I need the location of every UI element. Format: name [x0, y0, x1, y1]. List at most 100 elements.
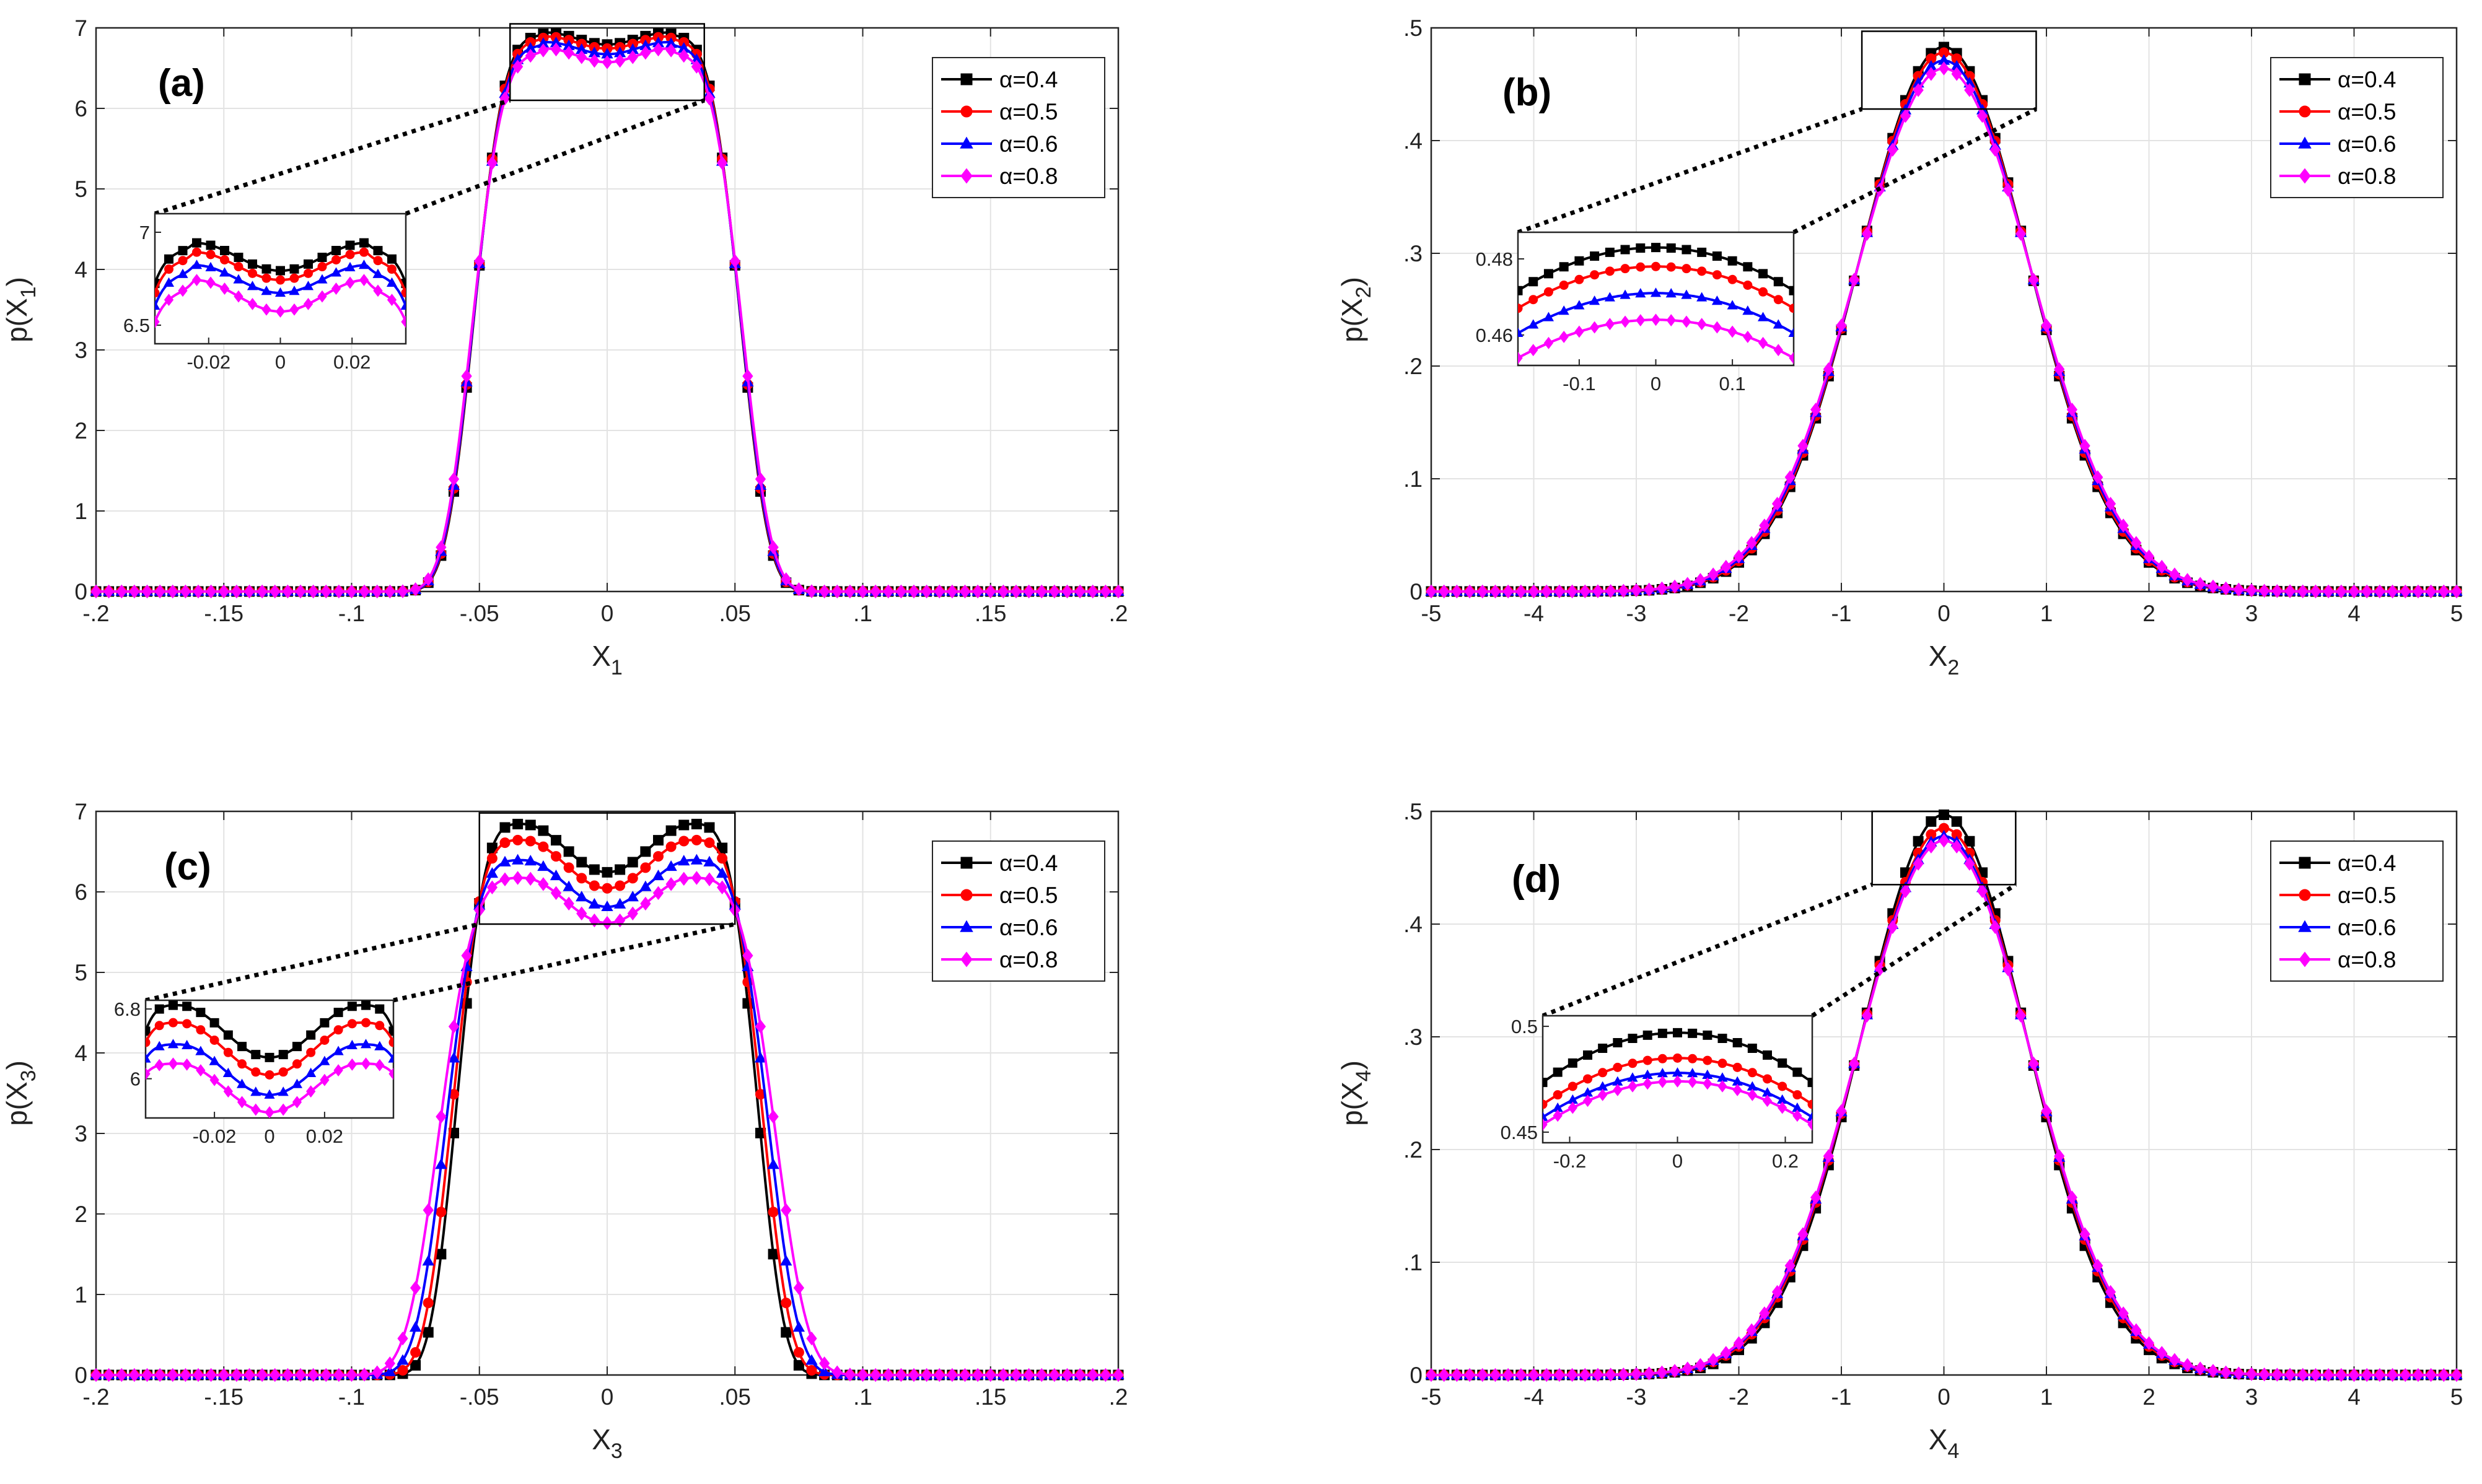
data-point [320, 584, 331, 599]
data-point [678, 48, 690, 63]
inset-data-point [289, 264, 299, 274]
data-point [1618, 583, 1629, 598]
inset-data-point [345, 250, 355, 260]
series-markers-α=0.8 [1426, 834, 2462, 1382]
inset-data-point [359, 274, 369, 287]
inset-data-point [388, 1037, 393, 1047]
y-axis-label-close: ) [1336, 277, 1368, 286]
data-point [307, 584, 319, 599]
inset-data-point [1743, 262, 1753, 272]
legend-label: α=0.6 [2338, 131, 2396, 157]
x-tick-label: -5 [1421, 601, 1442, 626]
inset-data-point [375, 1021, 385, 1031]
inset-data-point [1807, 1118, 1812, 1131]
inset-data-point [333, 1064, 343, 1077]
inset-data-point [374, 1041, 385, 1050]
data-point [1426, 584, 1437, 599]
inset-x-tick-label: -0.02 [186, 351, 230, 373]
data-point [1682, 1361, 1693, 1376]
data-point [691, 871, 703, 885]
data-point [307, 1368, 319, 1382]
series-group [90, 28, 1125, 599]
inset-data-point [1605, 318, 1615, 331]
data-point [1605, 584, 1616, 598]
inset-data-point [223, 1047, 233, 1057]
inset-data-point [1727, 256, 1737, 266]
data-point [2400, 584, 2411, 599]
data-point [704, 872, 715, 886]
data-point [1049, 584, 1060, 599]
data-point [1541, 1368, 1552, 1382]
legend-label: α=0.4 [2338, 67, 2396, 92]
data-point [2028, 1057, 2039, 1071]
data-point [805, 1354, 818, 1365]
inset-data-point [154, 1041, 165, 1050]
data-point [1113, 1368, 1124, 1382]
data-point [665, 43, 677, 58]
inset-data-point [1773, 344, 1783, 357]
inset-data-point [317, 274, 328, 284]
inset-series-group [155, 238, 406, 328]
y-tick-label: .3 [1403, 1024, 1423, 1050]
x-axis-label-main: X [1929, 640, 1948, 672]
data-point [2143, 549, 2155, 564]
inset-data-point [347, 1002, 357, 1011]
legend-entry: α=0.4 [941, 850, 1058, 876]
data-point [806, 1364, 817, 1376]
inset-data-point [302, 281, 314, 290]
data-point [1861, 1008, 1873, 1023]
data-point [1113, 584, 1124, 599]
inset-data-point [1672, 1075, 1683, 1088]
data-point [1451, 584, 1463, 599]
data-point [141, 1368, 153, 1382]
inset-data-point [1543, 1099, 1548, 1109]
inset-data-point [1651, 313, 1661, 326]
data-point [2105, 1285, 2116, 1299]
data-point [934, 584, 945, 599]
zoom-connector [1517, 107, 1863, 235]
inset-data-point [373, 256, 383, 266]
inset-data-point [164, 264, 173, 274]
legend-marker [960, 889, 973, 901]
data-point [2182, 1358, 2193, 1373]
data-point [1011, 584, 1022, 599]
inset-data-point [1543, 336, 1554, 349]
inset-data-point [1620, 315, 1630, 328]
data-point [883, 1368, 894, 1382]
inset-data-point [388, 1026, 393, 1036]
x-tick-label: .2 [1109, 1384, 1128, 1410]
data-point [2156, 1346, 2167, 1360]
zoom-box [1861, 30, 2037, 110]
legend-label: α=0.5 [999, 883, 1058, 908]
data-point [602, 883, 613, 894]
inset-data-point [1807, 1111, 1812, 1121]
inset-data-point [320, 1018, 330, 1028]
data-point [1049, 1368, 1060, 1382]
inset-data-point [1582, 1094, 1593, 1107]
data-point [665, 841, 677, 852]
legend-marker [2299, 889, 2311, 901]
y-tick-label: .3 [1403, 241, 1423, 266]
inset-data-point [347, 1058, 357, 1071]
inset-data-point [303, 297, 314, 310]
data-point [742, 369, 753, 383]
inset-data-point [1688, 1028, 1698, 1038]
legend: α=0.4 α=0.5 α=0.6 α=0.8 [2270, 840, 2444, 982]
data-point [90, 1368, 102, 1382]
data-point [1951, 839, 1962, 853]
data-point [781, 1298, 792, 1309]
inset-data-point [1568, 1101, 1577, 1114]
data-point [359, 584, 370, 599]
data-point [1074, 1368, 1085, 1382]
y-tick-label: 6 [74, 879, 87, 905]
inset-data-point [265, 1070, 274, 1080]
data-point [2297, 584, 2309, 599]
legend-entry: α=0.8 [2279, 947, 2396, 972]
data-point [512, 871, 524, 885]
inset-data-point [278, 1067, 288, 1077]
data-point [1823, 362, 1834, 377]
data-point [116, 1368, 127, 1382]
data-point [1964, 857, 1975, 871]
data-point [486, 155, 498, 170]
series-markers-α=0.8 [90, 871, 1124, 1382]
